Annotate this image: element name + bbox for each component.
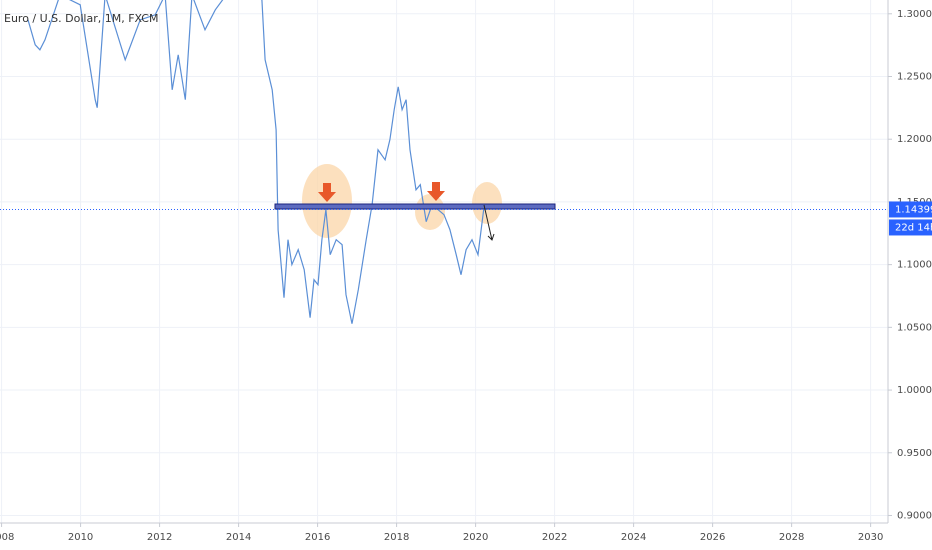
x-tick-label: 2020 — [463, 532, 488, 543]
y-tick-label: 1.10000 — [897, 260, 932, 271]
x-tick-label: 2028 — [779, 532, 804, 543]
price-label: 1.14399 — [895, 204, 932, 215]
x-tick-label: 2022 — [542, 532, 567, 543]
price-label-bg — [889, 201, 932, 218]
series-group — [27, 0, 485, 324]
down-arrow — [318, 183, 336, 202]
projection-arrow — [483, 204, 495, 241]
resistance-zone — [274, 203, 556, 210]
y-tick-label: 1.20000 — [897, 134, 932, 145]
x-tick-label: 2014 — [226, 532, 251, 543]
grid — [0, 0, 888, 523]
x-tick-label: 2010 — [68, 532, 93, 543]
y-tick-label: 0.95000 — [897, 448, 932, 459]
x-tick-label: 2024 — [621, 532, 646, 543]
x-tick-label: 2026 — [700, 532, 725, 543]
x-tick-label: 2012 — [147, 532, 172, 543]
y-tick-label: 1.25000 — [897, 72, 932, 83]
down-arrow — [427, 182, 445, 201]
price-line — [27, 0, 485, 324]
x-tick-label: 2008 — [0, 532, 14, 543]
x-tick-label: 2018 — [384, 532, 409, 543]
drawings — [302, 164, 502, 238]
y-tick-label: 1.00000 — [897, 385, 932, 396]
y-tick-label: 1.05000 — [897, 322, 932, 333]
chart-title: Euro / U.S. Dollar, 1M, FXCM — [4, 12, 158, 25]
countdown-label: 22d 14h — [895, 222, 932, 233]
x-tick-label: 2016 — [305, 532, 330, 543]
x-tick-label: 2030 — [858, 532, 883, 543]
countdown-bg — [889, 219, 932, 236]
highlight — [472, 182, 502, 224]
